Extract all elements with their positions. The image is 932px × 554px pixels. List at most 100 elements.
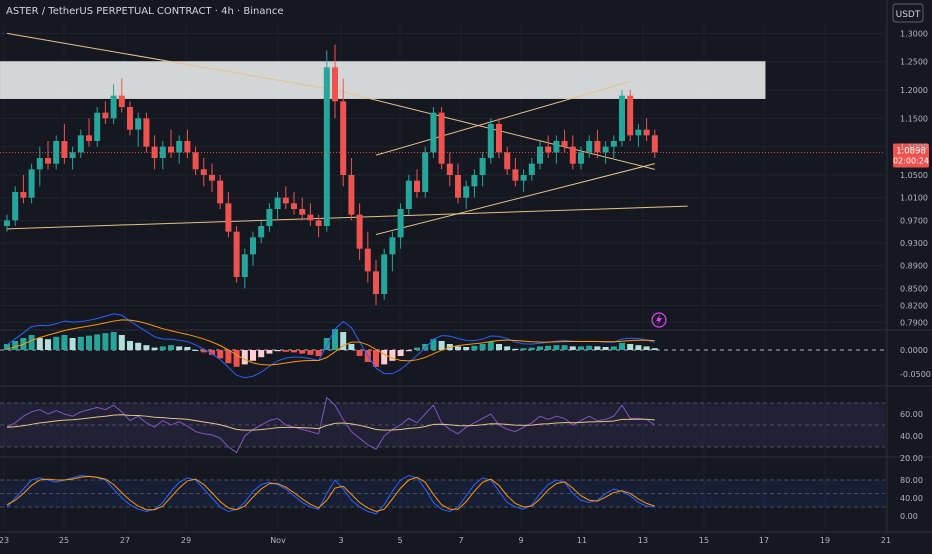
candle (225, 192, 232, 238)
rsi-axis-label: 40.00 (900, 432, 923, 441)
macd-histogram-bar (537, 346, 543, 350)
macd-histogram-bar (627, 344, 634, 350)
candle-body (487, 124, 494, 158)
candle (496, 118, 502, 158)
candle (635, 124, 642, 147)
macd-histogram-bar (619, 342, 625, 350)
macd-histogram-bar (127, 341, 133, 350)
macd-histogram-bar (553, 345, 560, 350)
trendline (375, 81, 631, 156)
macd-histogram-bar (422, 344, 429, 350)
candle (602, 141, 609, 164)
macd-histogram-bar (77, 336, 84, 350)
price-axis-label: 1.1000 (900, 143, 928, 152)
rsi-pane (0, 396, 885, 454)
candle-body (250, 237, 256, 255)
candle-body (291, 203, 297, 209)
macd-histogram-bar (373, 350, 379, 367)
candle (282, 186, 289, 209)
candle-body (176, 141, 183, 153)
macd-histogram-bar (102, 333, 109, 350)
candle-body (635, 129, 642, 136)
macd-histogram-bar (94, 334, 101, 350)
candle-body (405, 180, 412, 209)
candle-body (45, 158, 51, 164)
candle (528, 158, 535, 181)
macd-histogram-bar (463, 347, 470, 350)
candle (217, 175, 224, 209)
macd-histogram-bar (168, 345, 174, 350)
rsi-line (6, 396, 656, 454)
price-axis-label: 1.0100 (900, 194, 928, 203)
candle-body (643, 129, 650, 136)
candle-body (12, 192, 19, 221)
candle (364, 231, 371, 283)
candle (258, 220, 265, 243)
macd-histogram-bar (159, 346, 166, 350)
candle (266, 203, 273, 232)
macd-histogram-bar (340, 332, 347, 350)
price-axis-label: 1.1500 (900, 114, 928, 123)
time-axis-label: 17 (759, 536, 769, 545)
candle-body (258, 226, 265, 238)
currency-button-frame[interactable] (892, 3, 924, 23)
macd-pane (0, 313, 885, 379)
time-axis-label: 25 (59, 536, 69, 545)
time-axis-label: 29 (181, 536, 191, 545)
candle-body (422, 152, 429, 192)
macd-histogram-bar (143, 345, 150, 350)
price-countdown: 02:00:24 (893, 156, 929, 165)
candle-body (315, 220, 322, 226)
lightning-bolt-icon[interactable] (651, 312, 667, 328)
candle-body (619, 95, 625, 141)
macd-histogram-bar (118, 335, 125, 350)
time-axis-label: 23 (0, 536, 9, 545)
candle (586, 135, 593, 158)
macd-histogram-bar (53, 336, 60, 350)
trendline (334, 89, 655, 170)
macd-histogram-bar (438, 341, 445, 350)
trendline (6, 32, 336, 91)
candle-body (151, 146, 158, 158)
candle (4, 214, 10, 232)
candle (12, 186, 19, 226)
candle-body (209, 175, 215, 181)
macd-histogram-bar (635, 345, 642, 350)
macd-histogram-bar (233, 350, 240, 367)
candle (438, 107, 445, 170)
macd-axis-label: -0.0500 (900, 370, 931, 379)
currency-button[interactable]: USDT (892, 3, 924, 23)
candle (36, 146, 43, 187)
macd-histogram-bar (643, 346, 650, 350)
candle (643, 118, 650, 141)
candle (53, 135, 60, 170)
candle (446, 152, 453, 187)
alert-icon-ring[interactable] (651, 312, 667, 328)
candle-body (77, 135, 84, 153)
macd-histogram-bar (225, 350, 232, 364)
price-axis-label: 0.9300 (900, 239, 928, 248)
candle-body (266, 209, 273, 226)
candle (356, 203, 363, 260)
currency-button-label[interactable]: USDT (896, 10, 921, 20)
candle (651, 129, 658, 158)
macd-histogram-bar (512, 348, 519, 350)
macd-histogram-bar (528, 347, 535, 350)
price-axis-label: 1.3000 (900, 29, 928, 38)
candle (20, 175, 27, 204)
candle-body (233, 231, 240, 277)
candle-body (578, 152, 584, 164)
candle-body (553, 141, 560, 153)
candle-body (323, 67, 330, 226)
candle (299, 197, 306, 221)
candle-body (651, 135, 658, 153)
candle (381, 248, 388, 300)
candle (332, 44, 338, 119)
candle (307, 203, 314, 226)
trendline (6, 205, 688, 230)
chart-title: ASTER / TetherUS PERPETUAL CONTRACT · 4h… (6, 6, 284, 17)
candle (610, 135, 617, 158)
candle (430, 107, 437, 158)
